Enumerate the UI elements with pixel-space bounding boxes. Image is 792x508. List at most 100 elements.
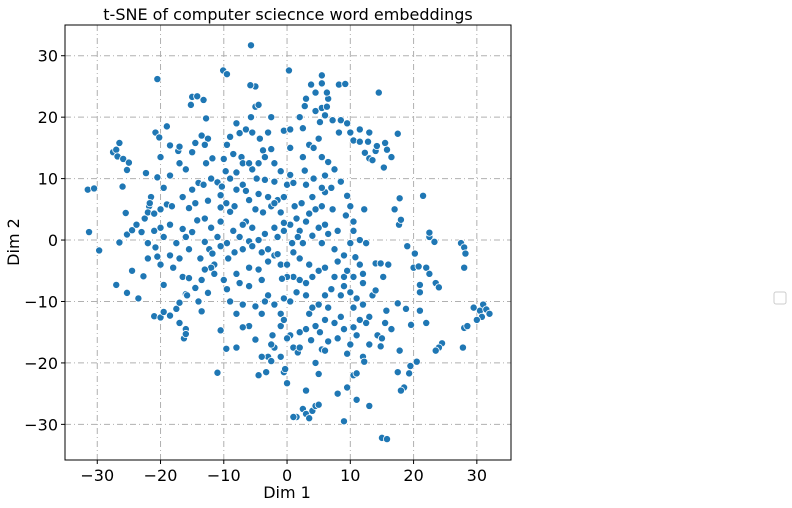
point <box>245 159 254 168</box>
point <box>283 334 292 343</box>
point <box>290 202 299 211</box>
point <box>317 183 326 192</box>
point <box>207 223 216 232</box>
point <box>162 122 171 131</box>
point <box>284 66 293 75</box>
point <box>260 175 269 184</box>
point <box>328 205 337 214</box>
point <box>321 111 330 120</box>
point <box>295 343 304 352</box>
point <box>341 211 350 220</box>
point <box>279 193 288 202</box>
point <box>156 260 165 269</box>
point <box>360 205 369 214</box>
point <box>327 183 336 192</box>
point <box>181 165 190 174</box>
point <box>183 291 192 300</box>
point <box>267 113 276 122</box>
point <box>196 254 205 263</box>
point <box>346 202 355 211</box>
point <box>308 272 317 281</box>
point <box>118 182 127 191</box>
point <box>384 260 393 269</box>
point <box>305 209 314 218</box>
point <box>317 202 326 211</box>
point <box>314 223 323 232</box>
point <box>217 182 226 191</box>
point <box>159 280 168 289</box>
grid <box>65 25 511 460</box>
point <box>276 167 285 176</box>
point <box>360 357 369 366</box>
point <box>355 137 364 146</box>
x-axis-label: Dim 1 <box>263 483 311 502</box>
point <box>202 114 211 123</box>
point <box>293 232 302 241</box>
point <box>128 266 137 275</box>
point <box>156 205 165 214</box>
point <box>355 125 364 134</box>
point <box>143 254 152 263</box>
point <box>197 131 206 140</box>
point <box>264 257 273 266</box>
point <box>155 133 164 142</box>
point <box>339 417 348 426</box>
point <box>232 343 241 352</box>
point <box>145 199 154 208</box>
point <box>393 368 402 377</box>
point <box>374 88 383 97</box>
point <box>255 134 264 143</box>
point <box>362 239 371 248</box>
point <box>267 145 276 154</box>
point <box>305 309 314 318</box>
point <box>302 217 311 226</box>
point <box>257 248 266 257</box>
point <box>298 239 307 248</box>
point <box>229 226 238 235</box>
point <box>153 173 162 182</box>
point <box>259 208 268 217</box>
point <box>336 116 345 125</box>
point <box>311 107 320 116</box>
point <box>184 274 193 283</box>
point <box>314 400 323 409</box>
point <box>259 146 268 155</box>
point <box>321 315 330 324</box>
point <box>314 134 323 143</box>
point <box>334 128 343 137</box>
point <box>153 252 162 261</box>
point <box>175 142 184 151</box>
point <box>200 140 209 149</box>
point <box>383 145 392 154</box>
y-tick-label: 10 <box>38 170 58 189</box>
point <box>270 223 279 232</box>
point <box>219 154 228 163</box>
point <box>463 322 472 331</box>
point <box>191 283 200 292</box>
point <box>309 143 318 152</box>
point <box>232 269 241 278</box>
point <box>349 226 358 235</box>
point <box>134 294 143 303</box>
point <box>315 328 324 337</box>
point <box>349 217 358 226</box>
point <box>229 150 238 159</box>
point <box>343 119 352 128</box>
x-tick-label: 10 <box>340 466 360 485</box>
point <box>330 272 339 281</box>
point <box>199 95 208 104</box>
point <box>289 248 298 257</box>
point <box>414 262 423 271</box>
point <box>216 191 225 200</box>
point <box>167 202 176 211</box>
point <box>333 226 342 235</box>
point <box>251 335 260 344</box>
point <box>166 141 175 150</box>
point <box>226 132 235 141</box>
point <box>279 294 288 303</box>
point <box>226 174 235 183</box>
point <box>226 207 235 216</box>
point <box>341 79 350 88</box>
point <box>172 304 181 313</box>
point <box>260 297 269 306</box>
